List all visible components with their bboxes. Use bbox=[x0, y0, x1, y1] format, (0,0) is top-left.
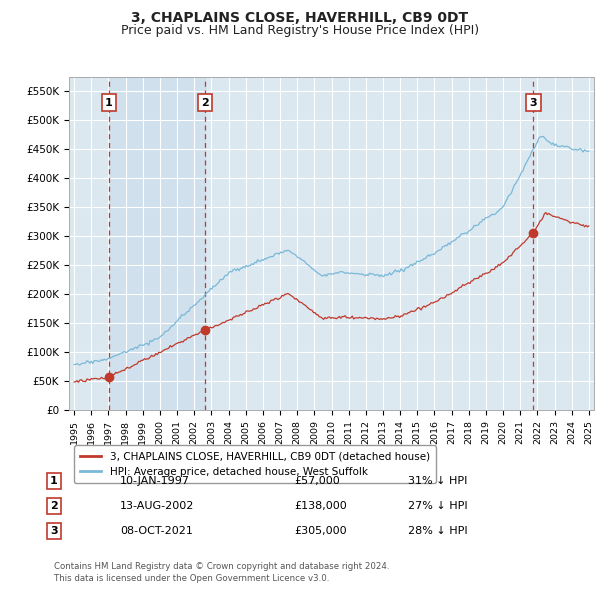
Text: 3: 3 bbox=[50, 526, 58, 536]
Text: 10-JAN-1997: 10-JAN-1997 bbox=[120, 476, 190, 486]
Text: Price paid vs. HM Land Registry's House Price Index (HPI): Price paid vs. HM Land Registry's House … bbox=[121, 24, 479, 37]
Text: 27% ↓ HPI: 27% ↓ HPI bbox=[408, 501, 467, 510]
Text: £138,000: £138,000 bbox=[294, 501, 347, 510]
Text: 1: 1 bbox=[50, 476, 58, 486]
Text: £305,000: £305,000 bbox=[294, 526, 347, 536]
Text: 2: 2 bbox=[50, 501, 58, 510]
Text: 31% ↓ HPI: 31% ↓ HPI bbox=[408, 476, 467, 486]
Text: 3: 3 bbox=[530, 98, 537, 108]
Text: 08-OCT-2021: 08-OCT-2021 bbox=[120, 526, 193, 536]
Text: 28% ↓ HPI: 28% ↓ HPI bbox=[408, 526, 467, 536]
Text: 3, CHAPLAINS CLOSE, HAVERHILL, CB9 0DT: 3, CHAPLAINS CLOSE, HAVERHILL, CB9 0DT bbox=[131, 11, 469, 25]
Bar bbox=[109, 77, 205, 410]
Text: 13-AUG-2002: 13-AUG-2002 bbox=[120, 501, 194, 510]
Legend: 3, CHAPLAINS CLOSE, HAVERHILL, CB9 0DT (detached house), HPI: Average price, det: 3, CHAPLAINS CLOSE, HAVERHILL, CB9 0DT (… bbox=[74, 445, 436, 483]
Text: 1: 1 bbox=[105, 98, 113, 108]
Text: Contains HM Land Registry data © Crown copyright and database right 2024.
This d: Contains HM Land Registry data © Crown c… bbox=[54, 562, 389, 583]
Text: £57,000: £57,000 bbox=[294, 476, 340, 486]
Text: 2: 2 bbox=[201, 98, 209, 108]
